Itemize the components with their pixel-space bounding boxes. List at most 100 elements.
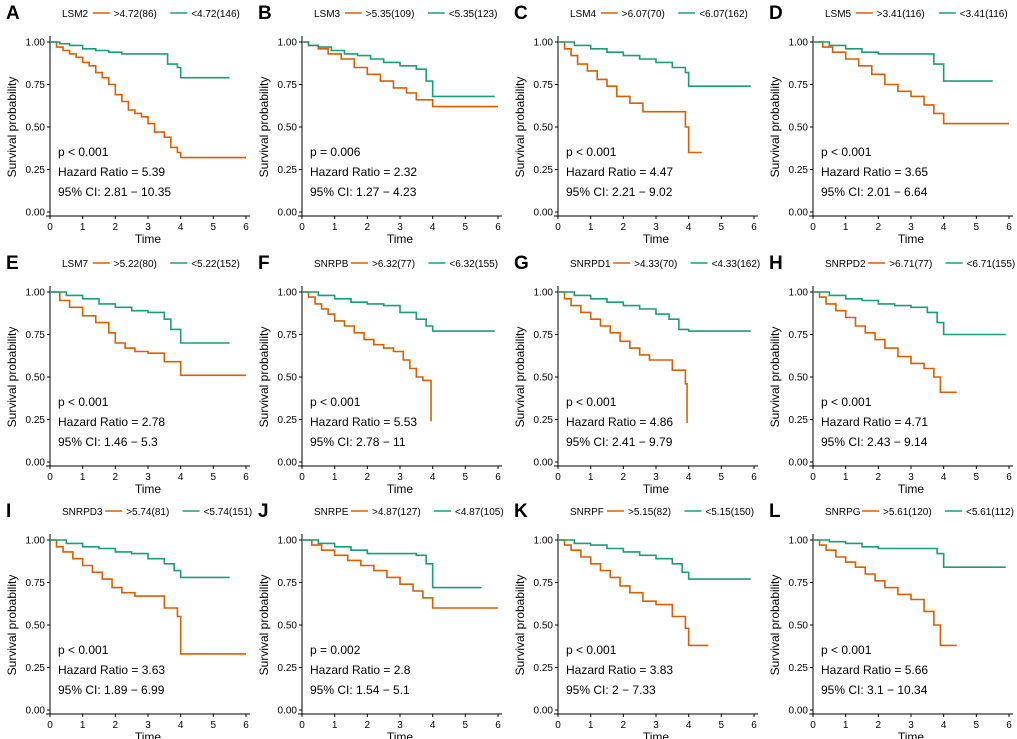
km-panel-b: B LSM3 >5.35(109) <5.35(123) 0.00 0.25 0.50 0.7… bbox=[257, 3, 502, 246]
y-tick-label: 0.00 bbox=[789, 706, 809, 717]
km-curve-high bbox=[813, 291, 957, 394]
km-curve-low bbox=[302, 291, 495, 332]
km-curve-high bbox=[302, 539, 498, 609]
y-tick-label: 0.50 bbox=[534, 123, 554, 134]
x-tick-label: 4 bbox=[430, 222, 436, 233]
p-value-text: p = 0.006 bbox=[310, 145, 361, 159]
x-tick-label: 1 bbox=[80, 222, 86, 233]
x-tick-label: 5 bbox=[974, 472, 980, 483]
x-axis-title: Time bbox=[898, 232, 925, 246]
y-axis-title: Survival probability bbox=[768, 575, 782, 676]
p-value-text: p < 0.001 bbox=[821, 643, 872, 657]
x-tick-label: 5 bbox=[211, 222, 217, 233]
y-tick-label: 0.25 bbox=[26, 415, 46, 426]
panel-letter: A bbox=[6, 3, 20, 24]
x-tick-label: 3 bbox=[653, 472, 659, 483]
y-tick-label: 0.25 bbox=[26, 165, 46, 176]
legend-gene-label: SNRPD2 bbox=[825, 259, 866, 270]
x-tick-label: 4 bbox=[430, 472, 436, 483]
y-tick-label: 0.50 bbox=[789, 123, 809, 134]
x-tick-label: 0 bbox=[47, 472, 53, 483]
x-tick-label: 6 bbox=[1006, 222, 1012, 233]
y-tick-label: 1.00 bbox=[534, 536, 554, 547]
km-panel-e: E LSM7 >5.22(80) <5.22(152) 0.00 0.25 0.50 0.75… bbox=[5, 253, 250, 496]
y-tick-label: 0.50 bbox=[278, 123, 298, 134]
legend-gene-label: SNRPG bbox=[825, 507, 861, 518]
km-curve-low bbox=[50, 539, 230, 579]
panel-letter: K bbox=[514, 501, 528, 522]
x-axis-title: Time bbox=[135, 482, 162, 496]
km-curve-low bbox=[302, 539, 482, 589]
hazard-ratio-text: Hazard Ratio = 3.83 bbox=[566, 663, 673, 677]
x-tick-label: 2 bbox=[365, 472, 371, 483]
p-value-text: p < 0.001 bbox=[58, 395, 109, 409]
x-tick-label: 1 bbox=[588, 720, 594, 731]
y-axis-title: Survival probability bbox=[257, 77, 271, 178]
x-tick-label: 2 bbox=[876, 222, 882, 233]
legend-gene-label: SNRPE bbox=[314, 507, 349, 518]
panel-letter: I bbox=[6, 501, 11, 522]
km-panel-k: K SNRPF >5.15(82) <5.15(150) 0.00 0.25 0.50 0.7… bbox=[513, 501, 758, 739]
y-tick-label: 0.00 bbox=[26, 458, 46, 469]
x-axis-title: Time bbox=[898, 482, 925, 496]
km-panel-d: D LSM5 >3.41(116) <3.41(116) 0.00 0.25 0.50 0.7… bbox=[768, 3, 1013, 246]
legend-low-label: <5.61(112) bbox=[966, 507, 1014, 518]
y-tick-label: 1.00 bbox=[26, 536, 46, 547]
km-curve-high bbox=[813, 539, 957, 647]
x-tick-label: 4 bbox=[941, 720, 947, 731]
x-tick-label: 3 bbox=[653, 720, 659, 731]
confidence-interval-text: 95% CI: 1.54 − 5.1 bbox=[310, 683, 410, 697]
legend-low-label: <6.32(155) bbox=[449, 259, 498, 270]
x-axis-title: Time bbox=[387, 730, 414, 739]
x-axis-title: Time bbox=[643, 232, 670, 246]
x-tick-label: 2 bbox=[365, 222, 371, 233]
x-tick-label: 3 bbox=[397, 720, 403, 731]
confidence-interval-text: 95% CI: 1.46 − 5.3 bbox=[58, 435, 158, 449]
x-tick-label: 3 bbox=[908, 472, 914, 483]
x-tick-label: 4 bbox=[941, 222, 947, 233]
y-tick-label: 0.25 bbox=[534, 415, 554, 426]
y-axis-title: Survival probability bbox=[768, 77, 782, 178]
confidence-interval-text: 95% CI: 2.43 − 9.14 bbox=[821, 435, 928, 449]
confidence-interval-text: 95% CI: 2 − 7.33 bbox=[566, 683, 656, 697]
y-tick-label: 0.75 bbox=[26, 80, 46, 91]
x-tick-label: 4 bbox=[178, 720, 184, 731]
legend-high-label: >6.07(70) bbox=[622, 9, 665, 20]
y-tick-label: 0.75 bbox=[278, 80, 298, 91]
km-curve-high bbox=[302, 291, 432, 422]
x-tick-label: 6 bbox=[751, 222, 757, 233]
x-axis-title: Time bbox=[387, 482, 414, 496]
legend-high-label: >5.15(82) bbox=[628, 507, 671, 518]
km-curve-low bbox=[302, 41, 495, 98]
hazard-ratio-text: Hazard Ratio = 4.86 bbox=[566, 415, 673, 429]
x-tick-label: 0 bbox=[810, 222, 816, 233]
legend-gene-label: SNRPD3 bbox=[62, 507, 103, 518]
km-curve-low bbox=[50, 291, 230, 344]
y-tick-label: 1.00 bbox=[534, 288, 554, 299]
confidence-interval-text: 95% CI: 1.89 − 6.99 bbox=[58, 683, 165, 697]
x-tick-label: 0 bbox=[299, 720, 305, 731]
x-axis-title: Time bbox=[643, 482, 670, 496]
x-tick-label: 3 bbox=[145, 472, 151, 483]
y-tick-label: 0.75 bbox=[534, 578, 554, 589]
x-tick-label: 0 bbox=[47, 720, 53, 731]
hazard-ratio-text: Hazard Ratio = 3.65 bbox=[821, 165, 928, 179]
y-tick-label: 0.25 bbox=[278, 663, 298, 674]
legend-low-label: <5.74(151) bbox=[204, 507, 253, 518]
y-tick-label: 0.00 bbox=[26, 208, 46, 219]
x-tick-label: 3 bbox=[397, 472, 403, 483]
x-tick-label: 3 bbox=[145, 720, 151, 731]
x-tick-label: 2 bbox=[876, 472, 882, 483]
panel-letter: B bbox=[258, 3, 272, 24]
legend-gene-label: LSM5 bbox=[825, 9, 852, 20]
y-tick-label: 0.75 bbox=[534, 330, 554, 341]
x-tick-label: 5 bbox=[719, 222, 725, 233]
confidence-interval-text: 95% CI: 2.21 − 9.02 bbox=[566, 185, 673, 199]
confidence-interval-text: 95% CI: 1.27 − 4.23 bbox=[310, 185, 417, 199]
legend-high-label: >5.61(120) bbox=[883, 507, 932, 518]
x-tick-label: 6 bbox=[1006, 720, 1012, 731]
x-tick-label: 1 bbox=[843, 472, 849, 483]
x-tick-label: 4 bbox=[686, 720, 692, 731]
x-tick-label: 0 bbox=[810, 472, 816, 483]
p-value-text: p < 0.001 bbox=[821, 395, 872, 409]
